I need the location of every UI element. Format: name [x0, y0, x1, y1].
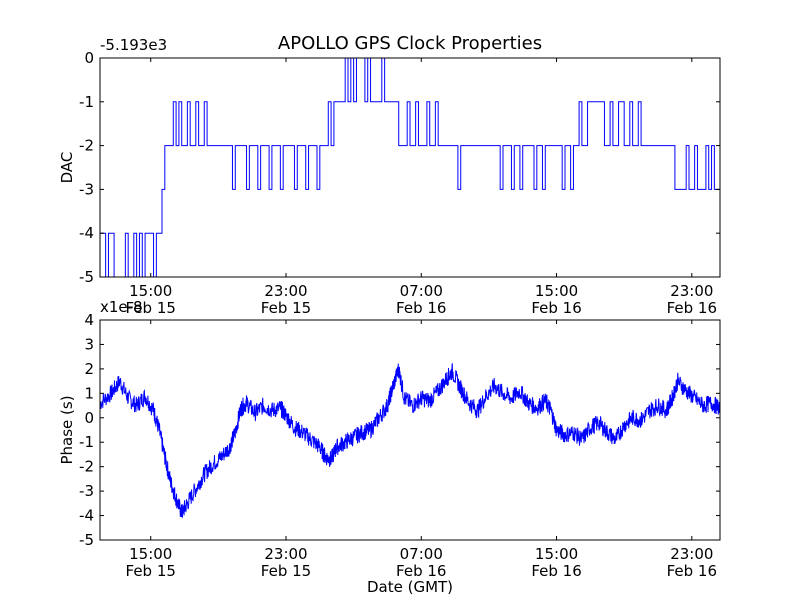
- dac-x-tick-time: 07:00: [400, 282, 443, 300]
- dac-x-tick-time: 15:00: [129, 282, 172, 300]
- phase-x-tick-time: 15:00: [129, 545, 172, 563]
- x-axis-label: Date (GMT): [367, 578, 453, 596]
- dac-x-tick-date: Feb 15: [126, 299, 176, 317]
- phase-plot-area: [99, 319, 721, 541]
- dac-y-tick-label: -2: [79, 137, 94, 155]
- phase-x-tick-date: Feb 16: [667, 562, 717, 580]
- dac-plot-area: [99, 57, 721, 278]
- dac-frame: [99, 57, 721, 278]
- phase-y-tick-label: -1: [79, 433, 94, 451]
- phase-series-line: [99, 363, 721, 518]
- phase-x-tick-time: 07:00: [400, 545, 443, 563]
- phase-y-tick-label: 2: [84, 360, 94, 378]
- phase-y-tick-label: -5: [79, 531, 94, 549]
- phase-y-tick-label: -3: [79, 482, 94, 500]
- dac-x-tick-date: Feb 16: [396, 299, 446, 317]
- dac-x-tick-date: Feb 16: [667, 299, 717, 317]
- phase-x-tick-date: Feb 16: [396, 562, 446, 580]
- phase-x-tick-time: 23:00: [670, 545, 713, 563]
- dac-offset-label: -5.193e3: [100, 36, 167, 54]
- phase-x-tick-date: Feb 15: [261, 562, 311, 580]
- phase-x-tick-date: Feb 16: [531, 562, 581, 580]
- phase-y-tick-label: 3: [84, 335, 94, 353]
- dac-y-tick-label: 0: [84, 49, 94, 67]
- phase-y-tick-label: 0: [84, 409, 94, 427]
- phase-x-tick-date: Feb 15: [126, 562, 176, 580]
- phase-y-tick-label: -4: [79, 507, 94, 525]
- phase-y-tick-label: -2: [79, 458, 94, 476]
- dac-y-tick-label: -5: [79, 268, 94, 286]
- phase-y-axis-label: Phase (s): [58, 395, 76, 464]
- dac-x-tick-date: Feb 15: [261, 299, 311, 317]
- dac-x-tick-time: 15:00: [535, 282, 578, 300]
- chart-title: APOLLO GPS Clock Properties: [278, 33, 542, 54]
- dac-series-line: [100, 57, 720, 278]
- dac-y-axis-label: DAC: [58, 152, 76, 184]
- phase-y-tick-label: 1: [84, 384, 94, 402]
- phase-x-tick-time: 15:00: [535, 545, 578, 563]
- dac-y-tick-label: -3: [79, 180, 94, 198]
- dac-x-tick-date: Feb 16: [531, 299, 581, 317]
- phase-y-tick-label: 4: [84, 311, 94, 329]
- phase-offset-label: x1e-8: [100, 298, 143, 316]
- phase-frame: [99, 319, 721, 541]
- phase-x-tick-time: 23:00: [264, 545, 307, 563]
- dac-y-tick-label: -1: [79, 93, 94, 111]
- dac-x-tick-time: 23:00: [264, 282, 307, 300]
- dac-y-tick-label: -4: [79, 224, 94, 242]
- dac-x-tick-time: 23:00: [670, 282, 713, 300]
